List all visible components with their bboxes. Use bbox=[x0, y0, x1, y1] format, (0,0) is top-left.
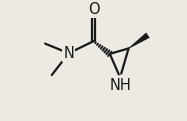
Polygon shape bbox=[128, 33, 150, 49]
Text: O: O bbox=[88, 2, 99, 17]
Text: N: N bbox=[63, 46, 74, 61]
Text: NH: NH bbox=[109, 78, 131, 93]
